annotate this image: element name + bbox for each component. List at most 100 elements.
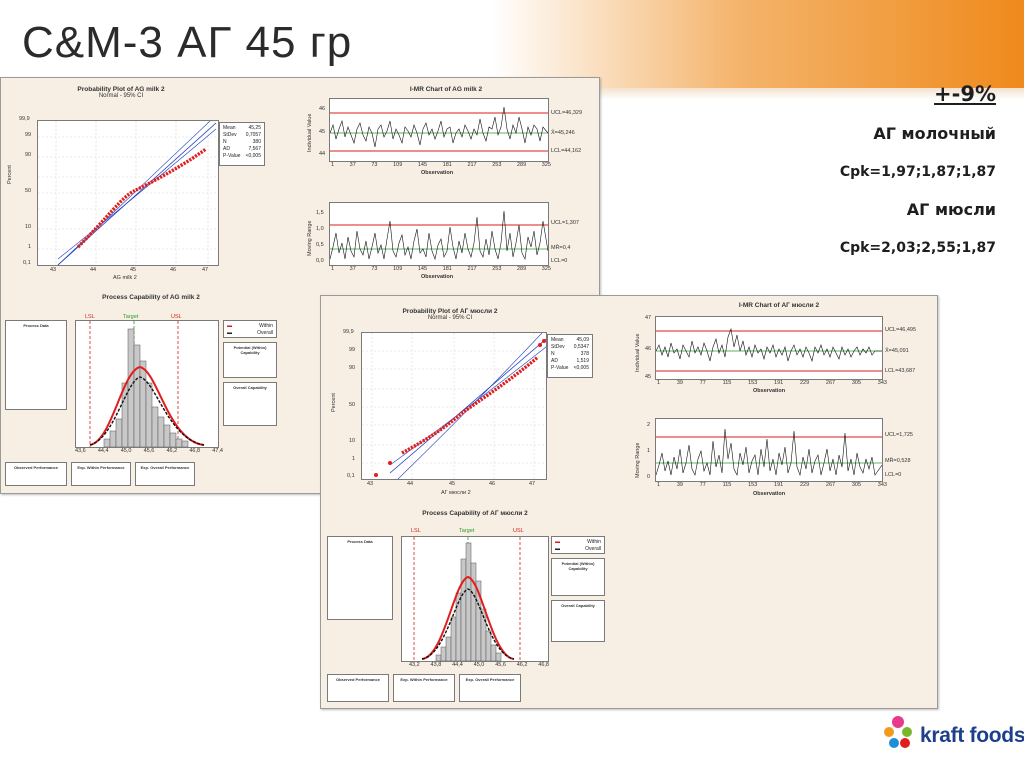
muesli-capability-chart: Process Capability of АГ мюсли 2 Process… bbox=[325, 508, 625, 706]
muesli-mr-lcl: LCL=0 bbox=[885, 472, 902, 478]
xtick: 325 bbox=[541, 266, 551, 272]
muesli-i-ytick-1: 46 bbox=[645, 346, 652, 352]
table-heading: Process Data bbox=[23, 323, 49, 328]
legend-key: AD bbox=[223, 146, 230, 152]
kraft-flower-icon bbox=[884, 716, 912, 748]
milk-prob-xtick-1: 44 bbox=[90, 267, 97, 273]
slide-title: C&M-3 АГ 45 гр bbox=[22, 18, 353, 67]
muesli-i-lcl: LCL=43,687 bbox=[885, 368, 916, 374]
milk-i-ucl: UCL=46,329 bbox=[551, 110, 583, 116]
xtick: 343 bbox=[877, 380, 887, 386]
within-swatch: ▬ bbox=[555, 539, 560, 545]
muesli-mr-ylabel: Moving Range bbox=[635, 442, 641, 478]
milk-imr-chart: I-MR Chart of AG milk 2 Individual Value… bbox=[301, 84, 591, 284]
milk-i-xlabel: Observation bbox=[421, 170, 454, 176]
muesli-cap-legend: ▬ Within ▬ Overall bbox=[551, 536, 605, 554]
xtick: 44,4 bbox=[97, 448, 109, 454]
xtick: 217 bbox=[467, 266, 477, 272]
tolerance-heading: +-9% bbox=[934, 82, 996, 106]
muesli-mr-mean: MR̄=0,528 bbox=[885, 458, 911, 464]
muesli-prob-svg bbox=[362, 332, 547, 480]
muesli-prob-ytick-5: 1 bbox=[352, 456, 356, 462]
milk-mr-ylabel: Moving Range bbox=[307, 220, 313, 256]
xtick: 77 bbox=[699, 380, 706, 386]
milk-imr-mr-area bbox=[329, 202, 549, 266]
milk-mr-ucl: UCL=1,307 bbox=[551, 220, 579, 226]
xtick: 343 bbox=[877, 482, 887, 488]
milk-prob-svg bbox=[38, 120, 218, 266]
legend-key: StDev bbox=[551, 344, 565, 350]
xtick: 77 bbox=[699, 482, 706, 488]
legend-value: 1,519 bbox=[576, 358, 589, 364]
table-heading: Overall Capability bbox=[233, 385, 267, 390]
legend-value: 45,25 bbox=[248, 125, 261, 131]
muesli-i-svg bbox=[655, 327, 882, 372]
muesli-imr-title: I-MR Chart of АГ мюсли 2 bbox=[738, 302, 820, 309]
milk-prob-xlabel: AG milk 2 bbox=[113, 275, 137, 281]
xtick: 39 bbox=[676, 380, 683, 386]
milk-i-lcl: LCL=44,162 bbox=[551, 148, 582, 154]
xtick: 45,0 bbox=[120, 448, 132, 454]
xtick: 46,8 bbox=[538, 662, 549, 668]
table-heading: Exp. Within Performance bbox=[400, 677, 448, 682]
legend-key: P-Value bbox=[223, 153, 241, 159]
legend-value: 0,7057 bbox=[245, 132, 261, 138]
milk-mr-ytick-3: 0,0 bbox=[316, 258, 324, 264]
xtick: 305 bbox=[851, 380, 862, 386]
milk-mr-xticks: 1 37 73 109 145 181 217 253 289 325 bbox=[331, 266, 551, 272]
muesli-mr-ytick-1: 1 bbox=[647, 448, 651, 454]
milk-prob-ytick-6: 0,1 bbox=[23, 260, 31, 266]
xtick: 47,4 bbox=[212, 448, 223, 454]
milk-mr-ytick-2: 0,5 bbox=[316, 242, 324, 248]
milk-cap-target: Target bbox=[123, 314, 139, 320]
xtick: 43,8 bbox=[430, 662, 442, 668]
milk-prob-ytick-4: 10 bbox=[25, 224, 32, 230]
legend-value: 7,567 bbox=[248, 146, 261, 152]
xtick: 1 bbox=[657, 380, 661, 386]
muesli-cap-usl: USL bbox=[513, 528, 524, 534]
milk-cap-svg bbox=[89, 321, 205, 448]
milk-prob-xtick-2: 45 bbox=[130, 267, 137, 273]
xtick: 45,0 bbox=[473, 662, 485, 668]
milk-mr-ytick-1: 1,0 bbox=[316, 226, 324, 232]
xtick: 115 bbox=[722, 482, 732, 488]
muesli-observed-performance: Observed Performance bbox=[327, 674, 389, 702]
table-heading: Observed Performance bbox=[13, 465, 59, 470]
milk-imr-title: I-MR Chart of AG milk 2 bbox=[409, 86, 483, 93]
milk-mr-lcl: LCL=0 bbox=[551, 258, 568, 264]
kraft-foods-logo: kraft foods bbox=[880, 712, 1024, 754]
milk-mr-svg bbox=[329, 210, 549, 261]
muesli-cap-title: Process Capability of АГ мюсли 2 bbox=[422, 510, 528, 517]
milk-i-xticks: 1 37 73 109 145 181 217 253 289 325 bbox=[331, 162, 551, 168]
muesli-label: АГ мюсли bbox=[906, 200, 996, 219]
muesli-imr-chart: I-MR Chart of АГ мюсли 2 Individual Valu… bbox=[629, 300, 929, 500]
muesli-prob-xtick-2: 45 bbox=[449, 481, 456, 487]
xtick: 229 bbox=[799, 482, 810, 488]
xtick: 145 bbox=[417, 266, 428, 272]
muesli-mr-xlabel: Observation bbox=[753, 491, 786, 497]
milk-i-ytick-0: 46 bbox=[319, 106, 326, 112]
xtick: 1 bbox=[657, 482, 661, 488]
muesli-prob-xtick-3: 46 bbox=[489, 481, 496, 487]
milk-cap-legend: ▬ Within ▬ Overall bbox=[223, 320, 277, 338]
milk-imr-individual-area bbox=[329, 98, 549, 162]
legend-overall: Overall bbox=[257, 330, 273, 336]
milk-prob-title: Probability Plot of AG milk 2 bbox=[77, 86, 165, 93]
muesli-i-ytick-2: 45 bbox=[645, 374, 652, 380]
xtick: 253 bbox=[492, 266, 502, 272]
milk-cap-xticks: 43,6 44,4 45,0 45,6 46,2 46,8 47,4 bbox=[75, 448, 223, 454]
milk-prob-ytick-1: 99 bbox=[25, 132, 32, 138]
muesli-probability-plot: Probability Plot of АГ мюсли 2 Normal - … bbox=[325, 302, 593, 502]
muesli-prob-ytick-1: 99 bbox=[349, 347, 356, 353]
muesli-prob-subtitle: Normal - 95% CI bbox=[427, 315, 473, 321]
muesli-i-ytick-0: 47 bbox=[645, 315, 652, 321]
legend-key: N bbox=[223, 139, 227, 145]
milk-prob-xtick-3: 46 bbox=[170, 267, 177, 273]
legend-key: Mean bbox=[223, 125, 236, 131]
xtick: 46,8 bbox=[189, 448, 201, 454]
legend-within: Within bbox=[587, 539, 601, 545]
milk-exp-overall: Exp. Overall Performance bbox=[135, 462, 195, 486]
milk-i-mean: X̄=45,246 bbox=[551, 130, 575, 136]
muesli-mr-svg bbox=[655, 428, 883, 477]
milk-probability-plot: Probability Plot of AG milk 2 Normal - 9… bbox=[1, 84, 265, 284]
